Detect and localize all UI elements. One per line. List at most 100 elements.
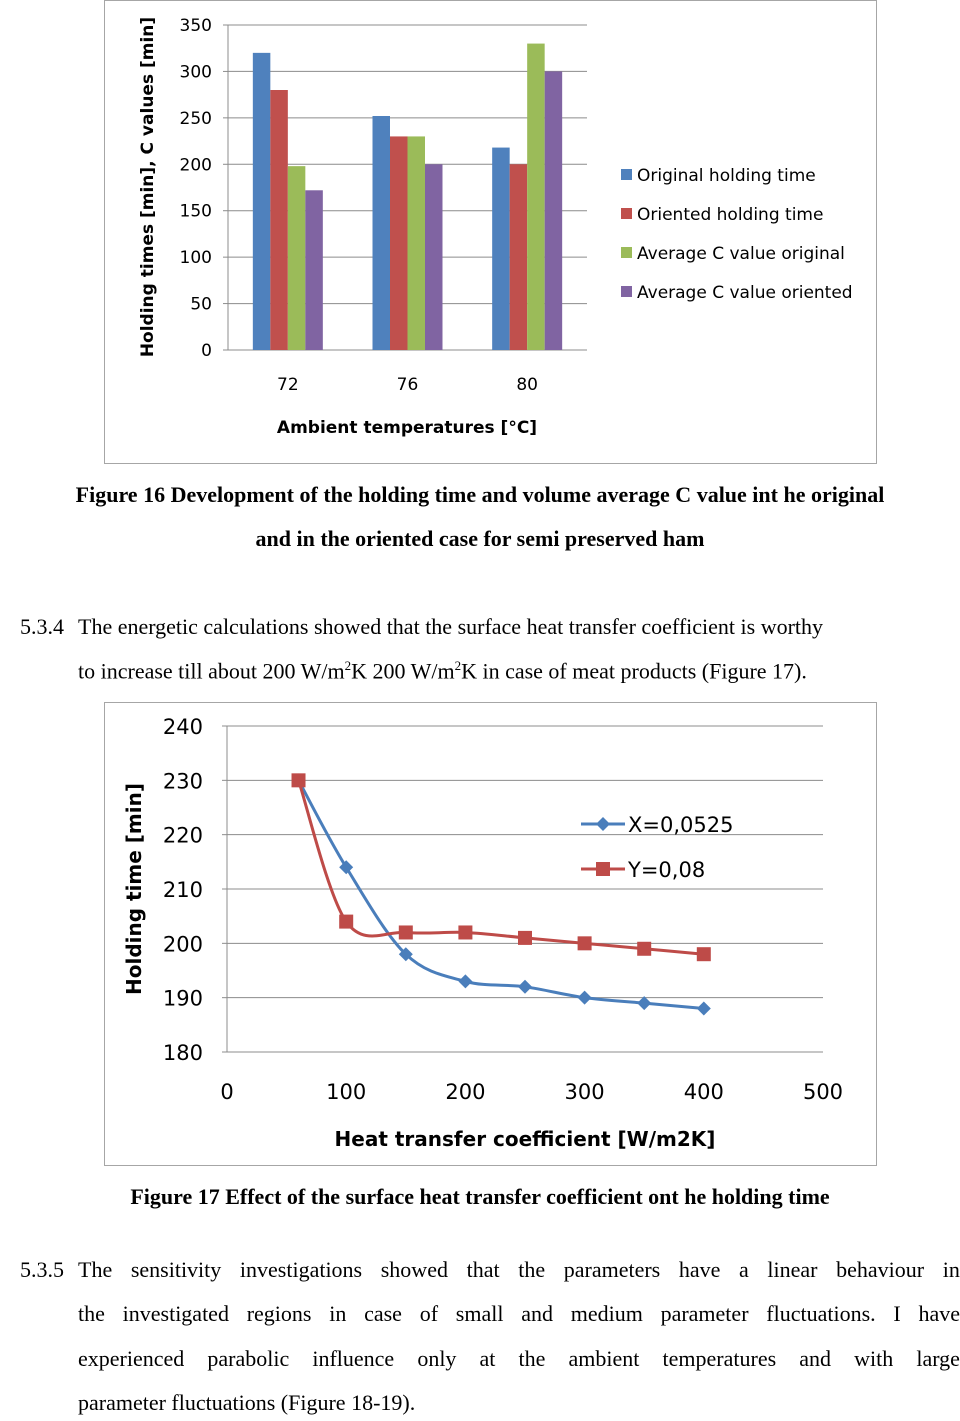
- data-point-square: [637, 941, 652, 956]
- paragraph-word: small: [455, 1301, 504, 1326]
- data-point-diamond: [398, 947, 413, 962]
- legend-entry: Oriented holding time: [637, 205, 823, 225]
- paragraph-word: investigations: [239, 1257, 363, 1282]
- legend-entry: Original holding time: [637, 166, 816, 186]
- legend-swatch: [621, 286, 632, 297]
- legend-swatch: [621, 169, 632, 180]
- y-tick-label: 210: [163, 878, 203, 902]
- y-tick-label: 220: [163, 824, 203, 848]
- figure-17-caption: Figure 17 Effect of the surface heat tra…: [130, 1184, 830, 1209]
- paragraph-word: investigated: [122, 1301, 229, 1326]
- x-axis-label: Heat transfer coefficient [W/m2K]: [335, 1127, 716, 1151]
- paragraph-word: parameters: [563, 1257, 661, 1282]
- superscript-1: 2: [344, 658, 352, 673]
- line-2-part-b: K 200 W/m: [351, 658, 455, 684]
- legend-swatch: [621, 247, 632, 258]
- paragraph-word: in: [329, 1301, 347, 1326]
- data-point-diamond: [577, 990, 592, 1005]
- data-point-square: [339, 914, 354, 929]
- paragraph-word: parameter: [660, 1301, 749, 1326]
- y-tick-label: 200: [180, 155, 212, 175]
- y-tick-label: 230: [163, 769, 203, 793]
- x-tick-label: 400: [684, 1080, 724, 1104]
- bar: [544, 71, 563, 350]
- data-point-diamond: [696, 1001, 711, 1016]
- y-tick-label: 200: [163, 932, 203, 956]
- figure-16-caption-line-2: and in the oriented case for semi preser…: [255, 526, 705, 551]
- bar: [509, 164, 528, 350]
- line-2-part-a: to increase till about 200 W/m: [78, 658, 345, 684]
- x-tick-label: 0: [220, 1080, 233, 1104]
- bar: [527, 43, 545, 350]
- paragraph-5-3-5-line-3: experienced parabolic influence only at the am…: [78, 1346, 960, 1372]
- superscript-2: 2: [454, 658, 462, 673]
- paragraph-word: fluctuations.: [766, 1301, 876, 1326]
- paragraph-word: medium: [570, 1301, 643, 1326]
- figure-17-svg: 180 190 200 210 220 230 240 0 100 200 300 400 500 Hea…: [122, 715, 843, 1151]
- legend-marker-square: [596, 862, 610, 876]
- paragraph-word: at: [479, 1346, 496, 1371]
- legend-swatch: [621, 208, 632, 219]
- paragraph-word: and: [521, 1301, 553, 1326]
- legend-entry: Average C value original: [637, 244, 845, 264]
- x-tick-label: 300: [565, 1080, 605, 1104]
- paragraph-word: a: [739, 1257, 749, 1282]
- data-point-square: [458, 925, 473, 940]
- data-point-square: [291, 773, 306, 788]
- series-line: [297, 779, 704, 956]
- paragraph-word: regions: [246, 1301, 312, 1326]
- paragraph-word: The: [78, 1257, 113, 1282]
- x-tick-label: 72: [277, 375, 299, 395]
- data-point-square: [577, 936, 592, 951]
- figure-17-chart: 180 190 200 210 220 230 240 0 100 200 300 400 500 Hea…: [104, 702, 877, 1166]
- data-point-square: [518, 930, 532, 945]
- paragraph-word: the: [518, 1346, 546, 1371]
- y-tick-label: 50: [190, 295, 212, 315]
- legend-marker-diamond: [596, 817, 610, 831]
- data-point-square: [398, 925, 413, 940]
- paragraph-word: experienced: [78, 1346, 185, 1371]
- bar: [372, 116, 390, 350]
- y-tick-label: 150: [180, 202, 212, 222]
- x-tick-label: 200: [445, 1080, 485, 1104]
- bar: [270, 90, 288, 350]
- paragraph-5-3-5-line-2: the investigated regions in case of small and me…: [78, 1301, 960, 1327]
- paragraph-word: in: [942, 1257, 960, 1282]
- paragraph-word: parabolic: [207, 1346, 290, 1371]
- paragraph-word: case: [364, 1301, 402, 1326]
- legend-entry: Y=0,08: [627, 858, 705, 882]
- data-point-square: [696, 947, 711, 962]
- y-tick-label: 250: [180, 109, 212, 129]
- paragraph-5-3-5-line-4: parameter fluctuations (Figure 18-19).: [78, 1390, 416, 1415]
- bar: [305, 190, 323, 350]
- x-tick-label: 100: [326, 1080, 366, 1104]
- data-point-diamond: [458, 974, 473, 989]
- paragraph-word: have: [678, 1257, 721, 1282]
- paragraph-word: ambient: [568, 1346, 640, 1371]
- data-point-diamond: [637, 996, 652, 1011]
- paragraph-word: behaviour: [836, 1257, 925, 1282]
- paragraph-word: showed: [380, 1257, 448, 1282]
- paragraph-word: with: [854, 1346, 894, 1371]
- paragraph-5-3-4-line-2: to increase till about 200 W/m2K 200 W/m…: [78, 658, 807, 684]
- paragraph-word: sensitivity: [130, 1257, 222, 1282]
- y-tick-label: 0: [201, 341, 212, 361]
- figure-16-caption-line-1: Figure 16 Development of the holding tim…: [75, 482, 885, 507]
- y-tick-label: 180: [163, 1041, 203, 1065]
- figure-16-chart: 0 50 100 150 200 250 300 350 72 76 80 Ambient tempe…: [104, 0, 877, 464]
- bar: [252, 52, 271, 350]
- y-tick-label: 300: [180, 62, 212, 82]
- y-tick-label: 240: [163, 715, 203, 739]
- bar: [425, 164, 443, 350]
- x-axis-label: Ambient temperatures [°C]: [277, 418, 537, 438]
- paragraph-word: large: [916, 1346, 960, 1371]
- bar: [492, 147, 510, 350]
- paragraph-5-3-4-line-1: The energetic calculations showed that t…: [78, 614, 824, 639]
- figure-16-svg: 0 50 100 150 200 250 300 350 72 76 80 Ambient tempe…: [138, 16, 853, 438]
- y-tick-label: 100: [180, 248, 212, 268]
- y-tick-label: 350: [180, 16, 212, 36]
- data-point-diamond: [518, 979, 532, 994]
- bar: [407, 136, 425, 350]
- line-2-part-c: K in case of meat products (Figure 17).: [461, 658, 807, 684]
- data-point-diamond: [339, 860, 354, 875]
